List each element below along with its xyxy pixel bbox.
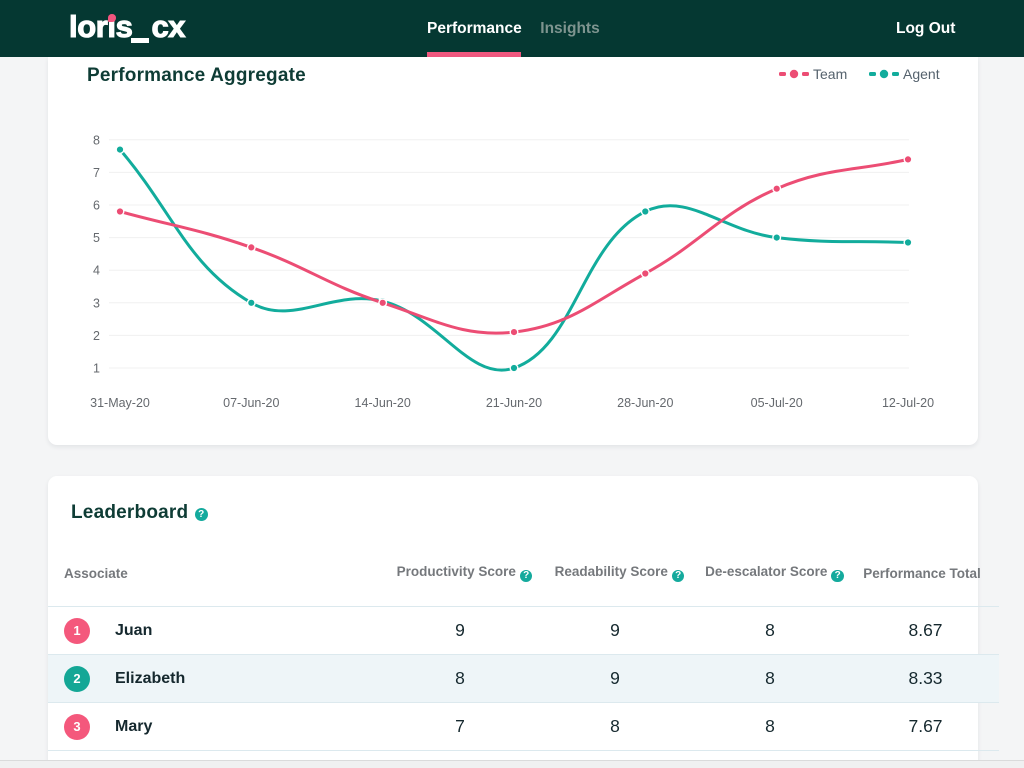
svg-text:2: 2 <box>93 329 100 343</box>
svg-text:1: 1 <box>93 362 100 376</box>
svg-text:6: 6 <box>93 199 100 213</box>
svg-text:12-Jul-20: 12-Jul-20 <box>882 396 934 410</box>
svg-text:3: 3 <box>93 296 100 310</box>
svg-text:28-Jun-20: 28-Jun-20 <box>617 396 673 410</box>
svg-text:31-May-20: 31-May-20 <box>90 396 150 410</box>
svg-text:07-Jun-20: 07-Jun-20 <box>223 396 279 410</box>
svg-text:5: 5 <box>93 231 100 245</box>
svg-text:4: 4 <box>93 264 100 278</box>
svg-text:7: 7 <box>93 166 100 180</box>
svg-text:14-Jun-20: 14-Jun-20 <box>355 396 411 410</box>
svg-text:8: 8 <box>93 133 100 147</box>
svg-text:05-Jul-20: 05-Jul-20 <box>751 396 803 410</box>
svg-text:21-Jun-20: 21-Jun-20 <box>486 396 542 410</box>
